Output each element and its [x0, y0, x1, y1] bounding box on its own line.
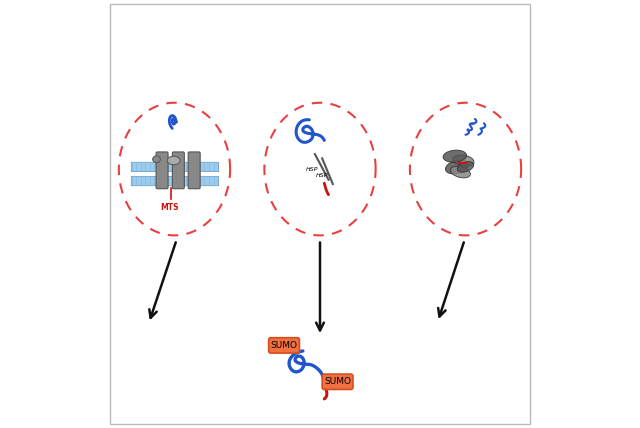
- Ellipse shape: [443, 150, 467, 162]
- Ellipse shape: [458, 162, 474, 172]
- Text: HSP: HSP: [306, 167, 318, 172]
- Text: SUMO: SUMO: [271, 341, 298, 350]
- Text: MTS: MTS: [160, 203, 179, 212]
- Ellipse shape: [453, 155, 474, 166]
- Ellipse shape: [445, 160, 468, 174]
- Text: SUMO: SUMO: [324, 377, 351, 386]
- Ellipse shape: [451, 166, 470, 178]
- FancyBboxPatch shape: [172, 152, 184, 189]
- FancyBboxPatch shape: [156, 152, 168, 189]
- Ellipse shape: [167, 156, 180, 165]
- Ellipse shape: [153, 156, 161, 163]
- FancyBboxPatch shape: [131, 176, 219, 186]
- FancyBboxPatch shape: [131, 162, 219, 172]
- Text: HSP: HSP: [316, 173, 328, 178]
- FancyBboxPatch shape: [188, 152, 200, 189]
- FancyBboxPatch shape: [269, 338, 300, 353]
- FancyBboxPatch shape: [322, 374, 353, 389]
